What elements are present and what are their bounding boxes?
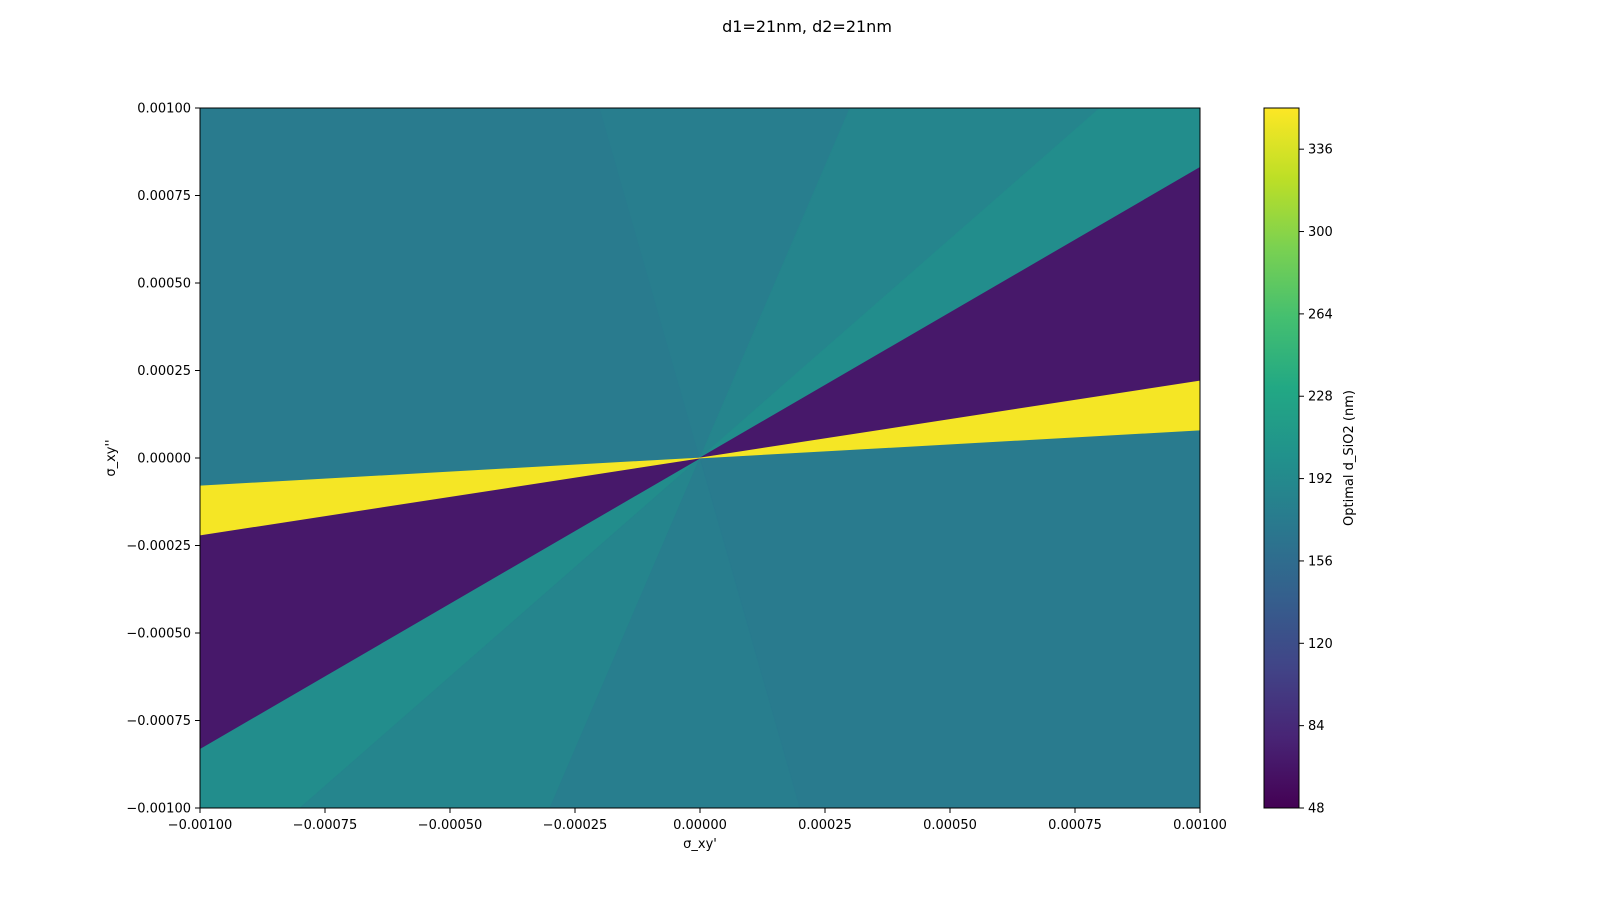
y-tick-label: 0.00000 [137, 452, 191, 467]
y-tick-label: −0.00025 [126, 539, 191, 554]
colorbar-tick-label: 156 [1308, 554, 1333, 569]
y-tick-label: 0.00075 [137, 189, 191, 204]
colorbar-label: Optimal d_SiO2 (nm) [1342, 390, 1357, 526]
x-tick-label: −0.00025 [543, 818, 608, 833]
x-tick-label: 0.00025 [798, 818, 852, 833]
colorbar-ticks: 48 84 120 156 192 228 264 300 336 [1299, 143, 1333, 817]
colorbar-tick-label: 192 [1308, 472, 1333, 487]
x-tick-label: 0.00000 [673, 818, 727, 833]
x-tick-label: −0.00100 [168, 818, 233, 833]
y-tick-label: −0.00100 [126, 802, 191, 817]
colorbar [1263, 107, 1300, 809]
y-tick-label: 0.00050 [137, 277, 191, 292]
colorbar-tick-label: 120 [1308, 637, 1333, 652]
chart-title: d1=21nm, d2=21nm [722, 17, 892, 36]
y-tick-label: −0.00075 [126, 714, 191, 729]
x-tick-label: 0.00050 [923, 818, 977, 833]
colorbar-tick-label: 264 [1308, 307, 1333, 322]
x-axis-label: σ_xy' [683, 837, 717, 852]
y-axis-ticks: 0.00100 0.00075 0.00050 0.00025 0.00000 −0.00… [126, 102, 200, 817]
x-axis-ticks: −0.00100 −0.00075 −0.00050 −0.00025 0.00000 0… [168, 808, 1227, 833]
colorbar-tick-label: 84 [1308, 719, 1325, 734]
heatmap-regions [200, 108, 1200, 808]
x-tick-label: −0.00075 [293, 818, 358, 833]
colorbar-tick-label: 300 [1308, 225, 1333, 240]
y-axis-label: σ_xy'' [104, 439, 119, 476]
y-tick-label: −0.00050 [126, 627, 191, 642]
y-tick-label: 0.00025 [137, 364, 191, 379]
heatmap-region-upper-right-edge-band [699, 108, 1200, 459]
heatmap-region-left-yellow-band [200, 457, 701, 536]
heatmap-region-right-yellow-band [699, 380, 1200, 459]
y-tick-label: 0.00100 [137, 102, 191, 117]
colorbar-tick-label: 336 [1308, 143, 1333, 158]
x-tick-label: −0.00050 [418, 818, 483, 833]
colorbar-tick-label: 228 [1308, 390, 1333, 405]
heatmap-region-lower-right [699, 387, 1200, 808]
colorbar-tick-label: 48 [1308, 802, 1325, 817]
x-tick-label: 0.00075 [1048, 818, 1102, 833]
x-tick-label: 0.00100 [1173, 818, 1227, 833]
